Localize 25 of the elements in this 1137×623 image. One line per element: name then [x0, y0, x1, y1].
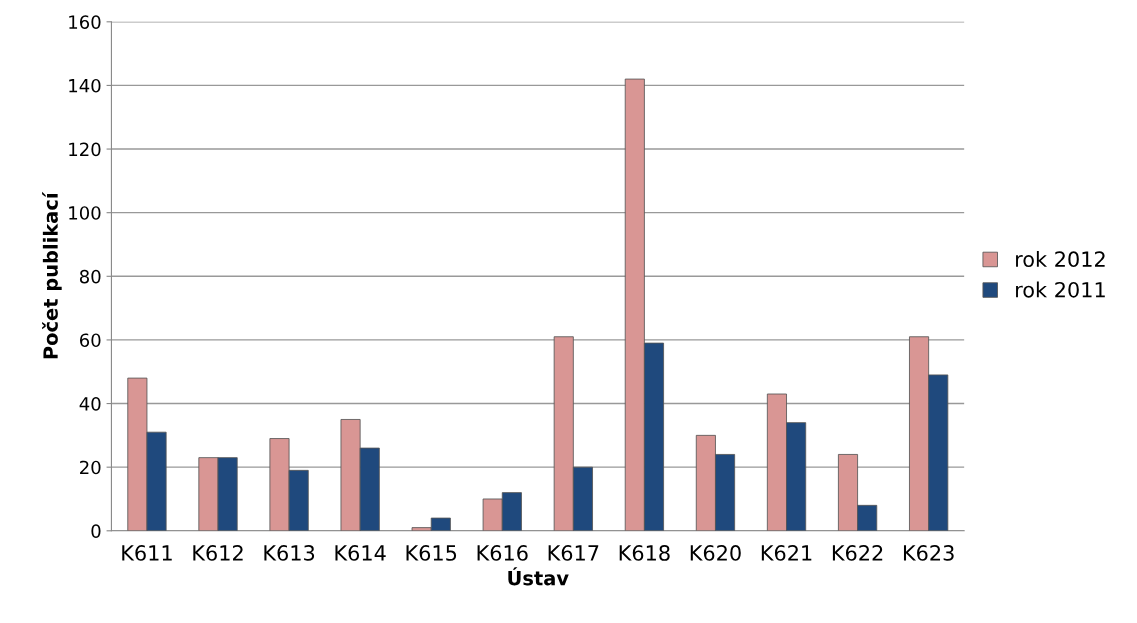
y-tick-label: 20: [80, 460, 101, 475]
x-tick-label: K614: [335, 545, 386, 561]
y-tick-label: 0: [91, 524, 101, 538]
y-tick-label: 140: [69, 78, 101, 93]
x-tick-label: K620: [690, 545, 741, 561]
x-tick-label: K611: [122, 545, 172, 561]
x-tick-label: K622: [832, 545, 883, 561]
x-tick-label: K616: [477, 545, 528, 561]
legend-label: rok 2011: [1016, 281, 1105, 298]
x-tick-label: K621: [761, 545, 812, 561]
y-tick-label: 160: [69, 15, 101, 29]
y-tick-label: 60: [79, 333, 101, 348]
x-tick-label: K623: [903, 545, 954, 561]
x-tick-label: K613: [264, 545, 315, 561]
y-tick-label: 120: [69, 142, 101, 157]
x-axis-title: Ústav: [508, 567, 569, 586]
x-tick-label: K612: [193, 545, 243, 561]
x-tick-label: K615: [406, 545, 457, 561]
y-tick-label: 100: [69, 206, 101, 220]
y-axis-title: Počet publikací: [42, 191, 62, 359]
y-tick-label: 80: [79, 269, 101, 284]
y-tick-label: 40: [79, 397, 101, 411]
x-tick-label: K618: [619, 545, 670, 561]
legend-label: rok 2012: [1016, 250, 1105, 268]
x-tick-label: K617: [548, 545, 599, 561]
